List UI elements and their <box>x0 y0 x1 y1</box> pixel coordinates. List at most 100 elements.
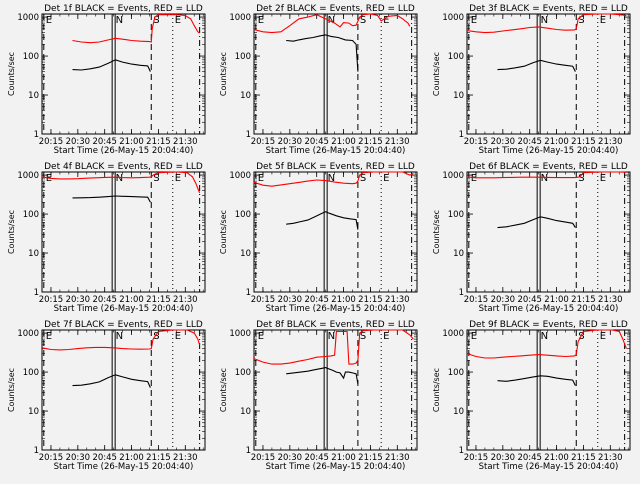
x-axis-label: Start Time (26-May-15 20:04:40) <box>266 304 406 314</box>
x-tick-label: 20:30 <box>491 295 516 305</box>
x-axis-label: Start Time (26-May-15 20:04:40) <box>479 304 619 314</box>
marker-label: E <box>175 331 181 342</box>
x-tick-label: 21:30 <box>385 137 410 147</box>
chart-title: Det 2f BLACK = Events, RED = LLD <box>256 4 415 14</box>
x-tick-label: 21:15 <box>146 453 171 463</box>
x-tick-label: 20:15 <box>39 137 64 147</box>
y-tick-label: 100 <box>235 210 251 220</box>
x-tick-label: 20:15 <box>39 453 64 463</box>
marker-label: S <box>360 173 366 184</box>
marker-label: N <box>116 331 123 342</box>
panel-det-3: Det 3f BLACK = Events, RED = LLD 1 10 100 10… <box>432 4 631 156</box>
x-tick-label: 20:45 <box>304 453 329 463</box>
x-tick-label: 20:45 <box>517 295 542 305</box>
x-tick-label: 21:00 <box>544 137 569 147</box>
x-axis-label: Start Time (26-May-15 20:04:40) <box>266 146 406 156</box>
series-events-line <box>72 59 151 72</box>
y-tick-label: 100 <box>448 52 464 62</box>
x-tick-label: 21:15 <box>146 137 171 147</box>
panel-det-5: Det 5f BLACK = Events, RED = LLD 1 10 100 10… <box>219 162 418 314</box>
y-tick-label: 1 <box>34 130 39 140</box>
x-tick-label: 21:15 <box>146 295 171 305</box>
x-axis-label: Start Time (26-May-15 20:04:40) <box>479 462 619 472</box>
y-tick-label: 100 <box>23 52 39 62</box>
panel-det-7: Det 7f BLACK = Events, RED = LLD 1 10 100 10… <box>7 320 206 472</box>
series-events-line <box>72 374 151 388</box>
chart-title: Det 3f BLACK = Events, RED = LLD <box>469 4 628 14</box>
y-tick-label: 1000 <box>442 171 464 181</box>
series-lld-line <box>253 171 414 187</box>
panel-det-6: Det 6f BLACK = Events, RED = LLD 1 10 100 10… <box>432 162 631 314</box>
marker-label: S <box>153 15 159 26</box>
y-tick-label: 100 <box>23 210 39 220</box>
x-tick-label: 20:45 <box>92 295 117 305</box>
series-lld-line <box>41 171 201 194</box>
panel-det-2: Det 2f BLACK = Events, RED = LLD 1 10 100 10… <box>219 4 418 156</box>
y-tick-label: 1 <box>34 446 39 456</box>
y-tick-label: 1 <box>246 288 251 298</box>
y-tick-label: 100 <box>448 368 464 378</box>
x-tick-label: 20:45 <box>517 453 542 463</box>
chart-title: Det 9f BLACK = Events, RED = LLD <box>469 320 628 330</box>
y-tick-label: 10 <box>453 407 464 417</box>
y-tick-label: 1 <box>459 130 464 140</box>
x-axis-label: Start Time (26-May-15 20:04:40) <box>54 304 194 314</box>
series-lld-line <box>466 13 627 34</box>
x-tick-label: 20:15 <box>464 295 489 305</box>
y-tick-label: 10 <box>453 249 464 259</box>
panel-det-4: Det 4f BLACK = Events, RED = LLD 1 10 100 10… <box>7 162 206 314</box>
marker-label: E <box>258 15 264 26</box>
marker-label: N <box>328 331 335 342</box>
marker-label: S <box>578 15 584 26</box>
panel-det-1: Det 1f BLACK = Events, RED = LLD 1 10 100 10… <box>7 4 206 156</box>
y-tick-label: 1000 <box>229 329 251 339</box>
x-tick-label: 20:15 <box>464 137 489 147</box>
y-tick-label: 10 <box>28 249 39 259</box>
x-tick-label: 20:30 <box>491 137 516 147</box>
marker-label: E <box>383 173 389 184</box>
y-tick-label: 1000 <box>17 329 39 339</box>
x-tick-label: 21:30 <box>173 453 198 463</box>
y-tick-label: 10 <box>240 91 251 101</box>
marker-label: E <box>471 331 477 342</box>
x-tick-label: 20:45 <box>92 137 117 147</box>
y-tick-label: 1 <box>246 130 251 140</box>
x-tick-label: 21:00 <box>331 295 356 305</box>
x-tick-label: 20:30 <box>491 453 516 463</box>
series-events-line <box>286 367 359 384</box>
x-tick-label: 20:15 <box>39 295 64 305</box>
chart-title: Det 1f BLACK = Events, RED = LLD <box>44 4 203 14</box>
series-lld-line <box>466 329 627 359</box>
y-tick-label: 100 <box>23 368 39 378</box>
x-tick-label: 20:45 <box>92 453 117 463</box>
y-tick-label: 1000 <box>17 171 39 181</box>
y-axis-label: Counts/sec <box>7 52 16 96</box>
marker-label: E <box>600 173 606 184</box>
x-tick-label: 21:00 <box>119 295 144 305</box>
x-tick-label: 20:45 <box>304 137 329 147</box>
marker-label: N <box>541 331 548 342</box>
x-tick-label: 21:30 <box>385 453 410 463</box>
y-tick-label: 10 <box>240 407 251 417</box>
series-events-line <box>286 211 359 230</box>
x-tick-label: 21:00 <box>544 295 569 305</box>
marker-label: E <box>175 173 181 184</box>
series-events-line <box>497 375 576 386</box>
chart-title: Det 7f BLACK = Events, RED = LLD <box>44 320 203 330</box>
plot-frame <box>253 171 418 293</box>
marker-label: N <box>116 15 123 26</box>
x-tick-label: 21:30 <box>598 137 623 147</box>
y-tick-label: 10 <box>240 249 251 259</box>
y-tick-label: 1 <box>34 288 39 298</box>
x-tick-label: 20:45 <box>517 137 542 147</box>
marker-label: S <box>578 331 584 342</box>
x-axis-label: Start Time (26-May-15 20:04:40) <box>266 462 406 472</box>
series-lld-line <box>41 329 201 351</box>
marker-label: E <box>600 331 606 342</box>
marker-label: N <box>328 15 335 26</box>
series-lld-line <box>466 171 627 179</box>
y-tick-label: 1000 <box>442 329 464 339</box>
x-tick-label: 21:30 <box>173 295 198 305</box>
x-tick-label: 21:15 <box>571 453 596 463</box>
plot-frame <box>466 329 631 451</box>
